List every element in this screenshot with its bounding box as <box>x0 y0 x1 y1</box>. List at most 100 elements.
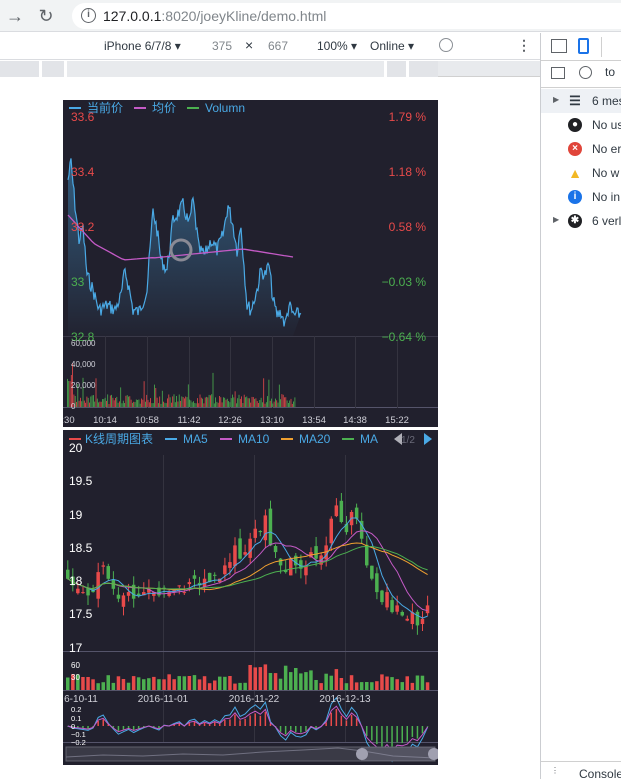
volume-bar <box>90 396 92 407</box>
legend-ma30[interactable]: MA <box>360 432 378 446</box>
device-mode-icon[interactable] <box>578 38 589 54</box>
console-row-warnings[interactable]: ▲ No w <box>568 165 620 181</box>
candle-body <box>136 593 141 596</box>
console-row-user[interactable]: ● No us <box>541 113 621 137</box>
kline-volume-bar <box>258 667 263 690</box>
volume-bar <box>117 402 119 407</box>
console-row-errors[interactable]: × No er <box>541 137 621 161</box>
candle-body <box>101 565 105 567</box>
ruler-segment[interactable] <box>0 61 42 77</box>
macd-bar <box>259 715 262 726</box>
sidebar-toggle-icon[interactable] <box>551 67 565 79</box>
kline-volume-bar <box>71 674 75 690</box>
volume-bar <box>277 402 279 407</box>
reload-icon[interactable]: ↻ <box>38 6 54 26</box>
volume-bar <box>194 403 196 407</box>
context-selector[interactable]: to <box>605 65 616 79</box>
address-bar[interactable]: i 127.0.0.1:8020/joeyKline/demo.html <box>72 3 621 29</box>
height-input[interactable]: 667 <box>268 39 289 53</box>
info-icon[interactable]: i <box>81 8 96 23</box>
candle-body <box>294 555 298 566</box>
user-icon: ● <box>568 118 582 132</box>
console-row-messages[interactable]: ▶ ☰ 6 mes <box>541 89 621 113</box>
ruler-segment[interactable] <box>42 61 67 77</box>
zoom-select[interactable]: 100% ▾ <box>317 39 358 53</box>
candle-body <box>131 584 136 599</box>
kline-volume-bar <box>349 675 354 690</box>
forward-icon[interactable]: → <box>6 6 24 26</box>
legend-price[interactable]: 当前价 <box>87 100 123 115</box>
volume-bar <box>187 384 189 407</box>
kline-chart-svg: K线周期图表 MA5 MA10 MA20 MA 1/2 20 19.5 19 1… <box>63 432 440 763</box>
kline-volume-bar <box>81 677 85 690</box>
legend-volume[interactable]: Volumn <box>205 101 245 115</box>
volume-bar <box>294 397 296 407</box>
legend-avg[interactable]: 均价 <box>152 101 176 115</box>
volume-bar <box>267 396 268 407</box>
kline-volume-bar <box>66 677 70 690</box>
volume-bar <box>228 401 229 407</box>
info-icon: i <box>568 190 582 204</box>
timeshare-chart[interactable]: 当前价 均价 Volumn 33.6 33.4 33.2 33 32.8 1.7… <box>61 100 438 427</box>
legend-kline[interactable]: K线周期图表 <box>85 432 153 446</box>
macd-bar <box>305 726 307 732</box>
drawer-menu-icon[interactable]: ⋮ <box>551 766 559 775</box>
macd-bar <box>193 721 196 726</box>
device-select[interactable]: iPhone 6/7/8 ▾ <box>104 39 181 53</box>
macd-bar <box>391 726 393 748</box>
expand-icon[interactable]: ▶ <box>553 215 560 224</box>
legend-next-icon[interactable] <box>424 433 432 445</box>
width-input[interactable]: 375 <box>212 39 233 53</box>
zoom-end-handle[interactable] <box>428 748 440 760</box>
volume-bar <box>211 394 213 407</box>
volume-bar <box>286 400 288 407</box>
candle-body <box>299 560 303 569</box>
volume-bar <box>96 398 98 407</box>
volume-bar <box>269 400 271 407</box>
ruler-segment[interactable] <box>409 61 438 77</box>
volume-bar <box>278 384 280 407</box>
timeshare-chart-svg: 当前价 均价 Volumn 33.6 33.4 33.2 33 32.8 1.7… <box>61 100 438 426</box>
network-select[interactable]: Online ▾ <box>370 39 415 53</box>
volume-bar <box>139 403 141 407</box>
legend-prev-icon[interactable] <box>394 433 402 445</box>
url-text[interactable]: 127.0.0.1:8020/joeyKline/demo.html <box>103 8 327 24</box>
inspect-icon[interactable] <box>551 39 567 53</box>
volume-bar <box>252 397 254 407</box>
ruler-segment[interactable] <box>387 61 409 77</box>
zoom-start-handle[interactable] <box>356 748 368 760</box>
kline-volume-bar <box>192 675 197 690</box>
volume-bar <box>275 398 276 407</box>
kline-volume-bar <box>111 682 116 690</box>
price-line <box>67 158 302 327</box>
legend-ma10[interactable]: MA10 <box>238 432 270 446</box>
volume-bar <box>154 384 155 407</box>
volume-tick: 60,000 <box>71 339 96 348</box>
macd-bar <box>376 726 378 745</box>
volume-bar <box>264 403 266 407</box>
legend-ma5[interactable]: MA5 <box>183 432 208 446</box>
volume-bar <box>172 396 174 407</box>
kline-volume-bar <box>202 676 207 690</box>
macd-bar <box>300 726 302 733</box>
volume-bar <box>83 400 85 407</box>
kline-volume-bar <box>268 673 273 690</box>
ruler-segment[interactable] <box>67 61 387 77</box>
time-tick: 11:42 <box>177 415 200 426</box>
volume-bar <box>171 402 172 407</box>
kline-chart[interactable]: K线周期图表 MA5 MA10 MA20 MA 1/2 20 19.5 19 1… <box>63 430 440 765</box>
clear-console-icon[interactable] <box>579 66 592 79</box>
kline-volume-bar <box>207 683 212 690</box>
expand-icon[interactable]: ▶ <box>553 95 560 104</box>
rotate-icon[interactable] <box>439 38 453 52</box>
volume-bar <box>145 401 146 407</box>
macd-bar <box>198 724 201 726</box>
more-options-icon[interactable]: ⋮ <box>517 37 531 53</box>
console-row-info[interactable]: i No in <box>541 185 621 209</box>
kline-volume-bar <box>167 674 171 690</box>
console-row-verbose[interactable]: ▶ ✱ 6 verl <box>553 214 621 228</box>
volume-bar <box>130 399 132 407</box>
macd-bar <box>325 722 327 726</box>
console-drawer-tab[interactable]: Console <box>579 767 621 781</box>
legend-ma20[interactable]: MA20 <box>299 432 331 446</box>
